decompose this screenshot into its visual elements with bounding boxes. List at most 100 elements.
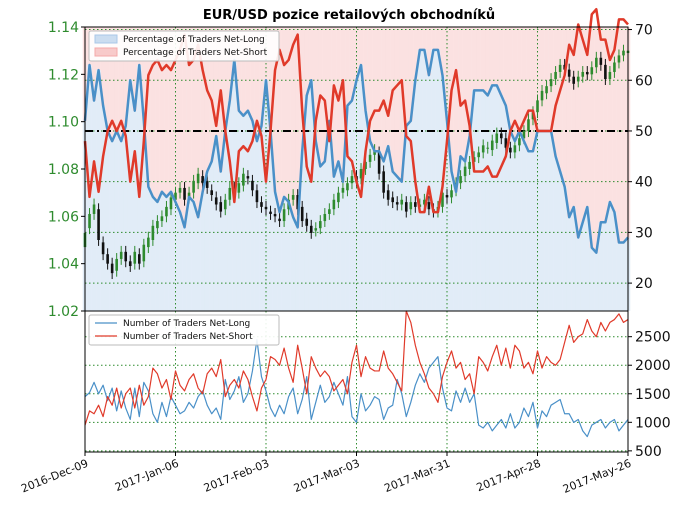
candle-body (622, 50, 625, 56)
candle-body (513, 145, 517, 153)
net-long-area-slice (336, 161, 341, 311)
net-short-area-slice (594, 27, 599, 253)
candle-body (260, 202, 263, 207)
net-short-area-slice (268, 27, 273, 131)
candle-body (323, 213, 327, 222)
count-axis-tick-label: 1500 (635, 387, 671, 403)
candle-body (414, 202, 417, 207)
x-axis-tick-label: 2016-Dec-09 (19, 457, 90, 496)
net-short-area-slice (557, 27, 563, 172)
net-long-area-slice (331, 176, 337, 311)
net-short-area-slice (354, 27, 359, 81)
net-long-area-slice (485, 95, 490, 312)
candle-body (527, 119, 530, 132)
net-long-area-slice (159, 191, 165, 311)
candle-body (450, 190, 453, 198)
net-long-area-slice (553, 156, 558, 311)
net-long-area-slice (318, 166, 323, 311)
candle-body (110, 263, 114, 274)
candle-body (404, 202, 408, 212)
net-long-area-slice (404, 125, 409, 311)
net-short-area-slice (503, 27, 509, 106)
candle-body (278, 218, 281, 222)
net-long-area-slice (236, 110, 242, 312)
net-long-area-slice (168, 191, 174, 311)
net-long-area-slice (372, 151, 377, 311)
count-axis-tick-label: 1000 (635, 415, 671, 431)
candle-body (314, 228, 318, 231)
net-short-area-slice (286, 27, 291, 202)
net-short-area-slice (616, 27, 622, 243)
candle-body (138, 254, 141, 264)
net-short-area-slice (440, 27, 445, 76)
candle-body (210, 190, 213, 196)
candle-body (423, 199, 426, 205)
net-short-area-slice (227, 27, 233, 101)
net-long-area-slice (399, 181, 405, 311)
candle-body (309, 225, 313, 233)
candle-body (617, 55, 621, 63)
legend-box (88, 314, 280, 346)
price-candles (83, 44, 630, 280)
net-short-area-slice (431, 27, 436, 50)
net-long-area-slice (462, 161, 468, 311)
candle-body (518, 138, 521, 146)
candle-body (368, 154, 372, 162)
net-short-area-slice (367, 27, 373, 142)
net-short-area-slice (327, 27, 332, 121)
net-long-area-slice (155, 201, 160, 311)
candle-body (223, 199, 227, 210)
candle-body (246, 176, 250, 179)
net-short-area-slice (313, 27, 319, 142)
net-short-area-slice (372, 27, 377, 152)
net-long-area-slice (290, 217, 296, 311)
candle-body (328, 209, 331, 214)
net-short-area-slice (114, 27, 119, 131)
net-short-area-slice (422, 27, 427, 50)
candle-body (599, 57, 603, 65)
net-long-area-slice (286, 201, 291, 311)
net-short-count-line (84, 310, 629, 426)
net-long-area-slice (566, 217, 572, 311)
net-short-area-slice (566, 27, 572, 218)
net-long-area-slice (480, 90, 486, 311)
candle-body (201, 176, 204, 184)
net-short-area-slice (345, 27, 350, 106)
net-long-area-slice (539, 130, 545, 311)
net-long-area-slice (150, 196, 156, 311)
right-axis-tick-label: 30 (635, 225, 653, 241)
candle-body (92, 204, 96, 214)
net-long-area-slice (182, 227, 187, 311)
candle-body (545, 86, 548, 94)
legend-swatch (94, 34, 118, 44)
right-axis-tick-label: 20 (635, 276, 653, 292)
candle-body (147, 237, 150, 248)
net-short-area-slice (336, 27, 341, 162)
net-long-area-slice (489, 85, 495, 311)
net-short-area-slice (91, 27, 97, 101)
net-short-area-slice (485, 27, 490, 96)
net-long-area-slice (141, 120, 147, 311)
net-short-area-slice (435, 27, 441, 50)
candle-body (242, 173, 245, 186)
candle-body (319, 221, 322, 229)
right-axis-tick-label: 60 (635, 73, 653, 89)
candle-body (219, 202, 223, 212)
candle-body (337, 192, 340, 203)
net-long-area-slice (413, 80, 418, 311)
net-short-area-slice (494, 27, 500, 86)
legend-label: Percentage of Traders Net-Long (123, 35, 265, 45)
candle-body (332, 199, 336, 210)
candle-body (391, 197, 394, 203)
net-long-area-slice (557, 171, 563, 311)
net-short-area-slice (404, 27, 409, 126)
net-long-area-slice (394, 176, 400, 311)
net-long-area-slice (589, 247, 595, 311)
net-short-area-slice (195, 27, 201, 218)
candle-body (346, 183, 349, 191)
net-long-area-slice (453, 191, 459, 311)
net-long-area-slice (209, 161, 214, 311)
net-long-area-slice (345, 105, 350, 311)
net-long-area-slice (517, 130, 522, 311)
net-short-area-slice (521, 27, 527, 142)
